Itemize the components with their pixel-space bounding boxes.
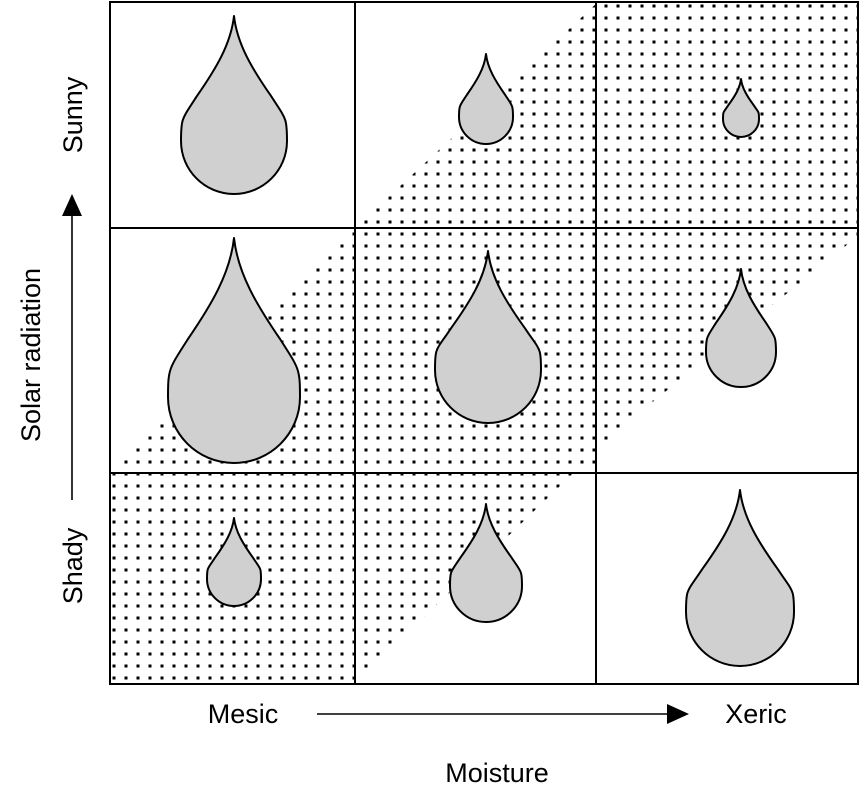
y-axis-arrow (62, 194, 82, 500)
x-axis-low-label: Mesic (208, 699, 279, 729)
leaf-middle-mesic (167, 237, 301, 464)
leaves-group (167, 15, 795, 667)
leaf-shady-middle (449, 503, 523, 623)
y-axis-low-label: Shady (58, 527, 88, 604)
leaf-shady-xeric (685, 489, 795, 667)
x-axis-arrow (317, 704, 689, 724)
leaf-middle-middle (434, 250, 542, 424)
leaf-sunny-xeric (722, 78, 760, 138)
grid-border (109, 1, 859, 685)
x-axis-title: Moisture (445, 758, 549, 788)
y-axis-high-label: Sunny (58, 76, 88, 153)
leaf-middle-xeric (705, 268, 777, 388)
x-axis-high-label: Xeric (725, 699, 787, 729)
y-axis-title: Solar radiation (16, 268, 46, 442)
grid (109, 1, 859, 685)
leaf-sunny-mesic (180, 15, 288, 195)
leaf-shady-mesic (206, 517, 262, 607)
leaf-sunny-middle (458, 53, 514, 145)
